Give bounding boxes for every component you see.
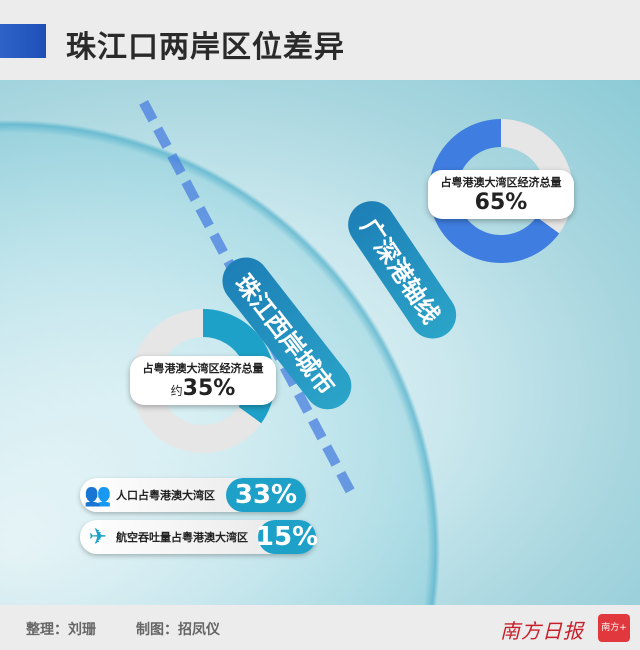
header: 珠江口两岸区位差异 bbox=[0, 0, 640, 80]
population-stat: 👥 人口占粤港澳大湾区 33% bbox=[80, 478, 306, 512]
newspaper-logo: 南方日报 bbox=[500, 619, 584, 643]
title-accent-bar bbox=[0, 24, 46, 58]
app-logo-badge: 南方+ bbox=[598, 614, 630, 642]
footer: 整理：刘珊 制图：招凤仪 南方日报 南方+ bbox=[0, 605, 640, 650]
population-stat-label: 人口占粤港澳大湾区 bbox=[116, 489, 215, 502]
west-donut-prefix: 约 bbox=[170, 384, 183, 398]
people-icon: 👥 bbox=[84, 482, 112, 508]
west-donut-label: 占粤港澳大湾区经济总量 约35% bbox=[130, 356, 276, 405]
east-donut-share-arc bbox=[429, 119, 560, 263]
west-donut-value: 35% bbox=[182, 376, 236, 401]
west-donut-caption: 占粤港澳大湾区经济总量 bbox=[142, 362, 264, 375]
east-donut-value: 65% bbox=[474, 190, 528, 215]
east-donut-caption: 占粤港澳大湾区经济总量 bbox=[440, 176, 562, 189]
page-title: 珠江口两岸区位差异 bbox=[66, 30, 345, 65]
editor-credit: 整理：刘珊 bbox=[26, 622, 96, 638]
air-traffic-stat-value: 15% bbox=[255, 520, 319, 554]
air-traffic-stat: ✈ 航空吞吐量占粤港澳大湾区 15% bbox=[80, 520, 319, 554]
west-donut-rest-arc bbox=[131, 309, 262, 453]
designer-credit: 制图：招凤仪 bbox=[136, 622, 220, 638]
map-area: 广深港轴线 珠江西岸城市 占粤港澳大湾区经济总量 65% 占粤港澳大湾区经济总量… bbox=[0, 80, 640, 605]
airplane-icon: ✈ bbox=[88, 524, 108, 550]
east-donut-label: 占粤港澳大湾区经济总量 65% bbox=[428, 170, 574, 219]
air-traffic-stat-label: 航空吞吐量占粤港澳大湾区 bbox=[116, 531, 248, 544]
population-stat-value: 33% bbox=[226, 478, 306, 512]
